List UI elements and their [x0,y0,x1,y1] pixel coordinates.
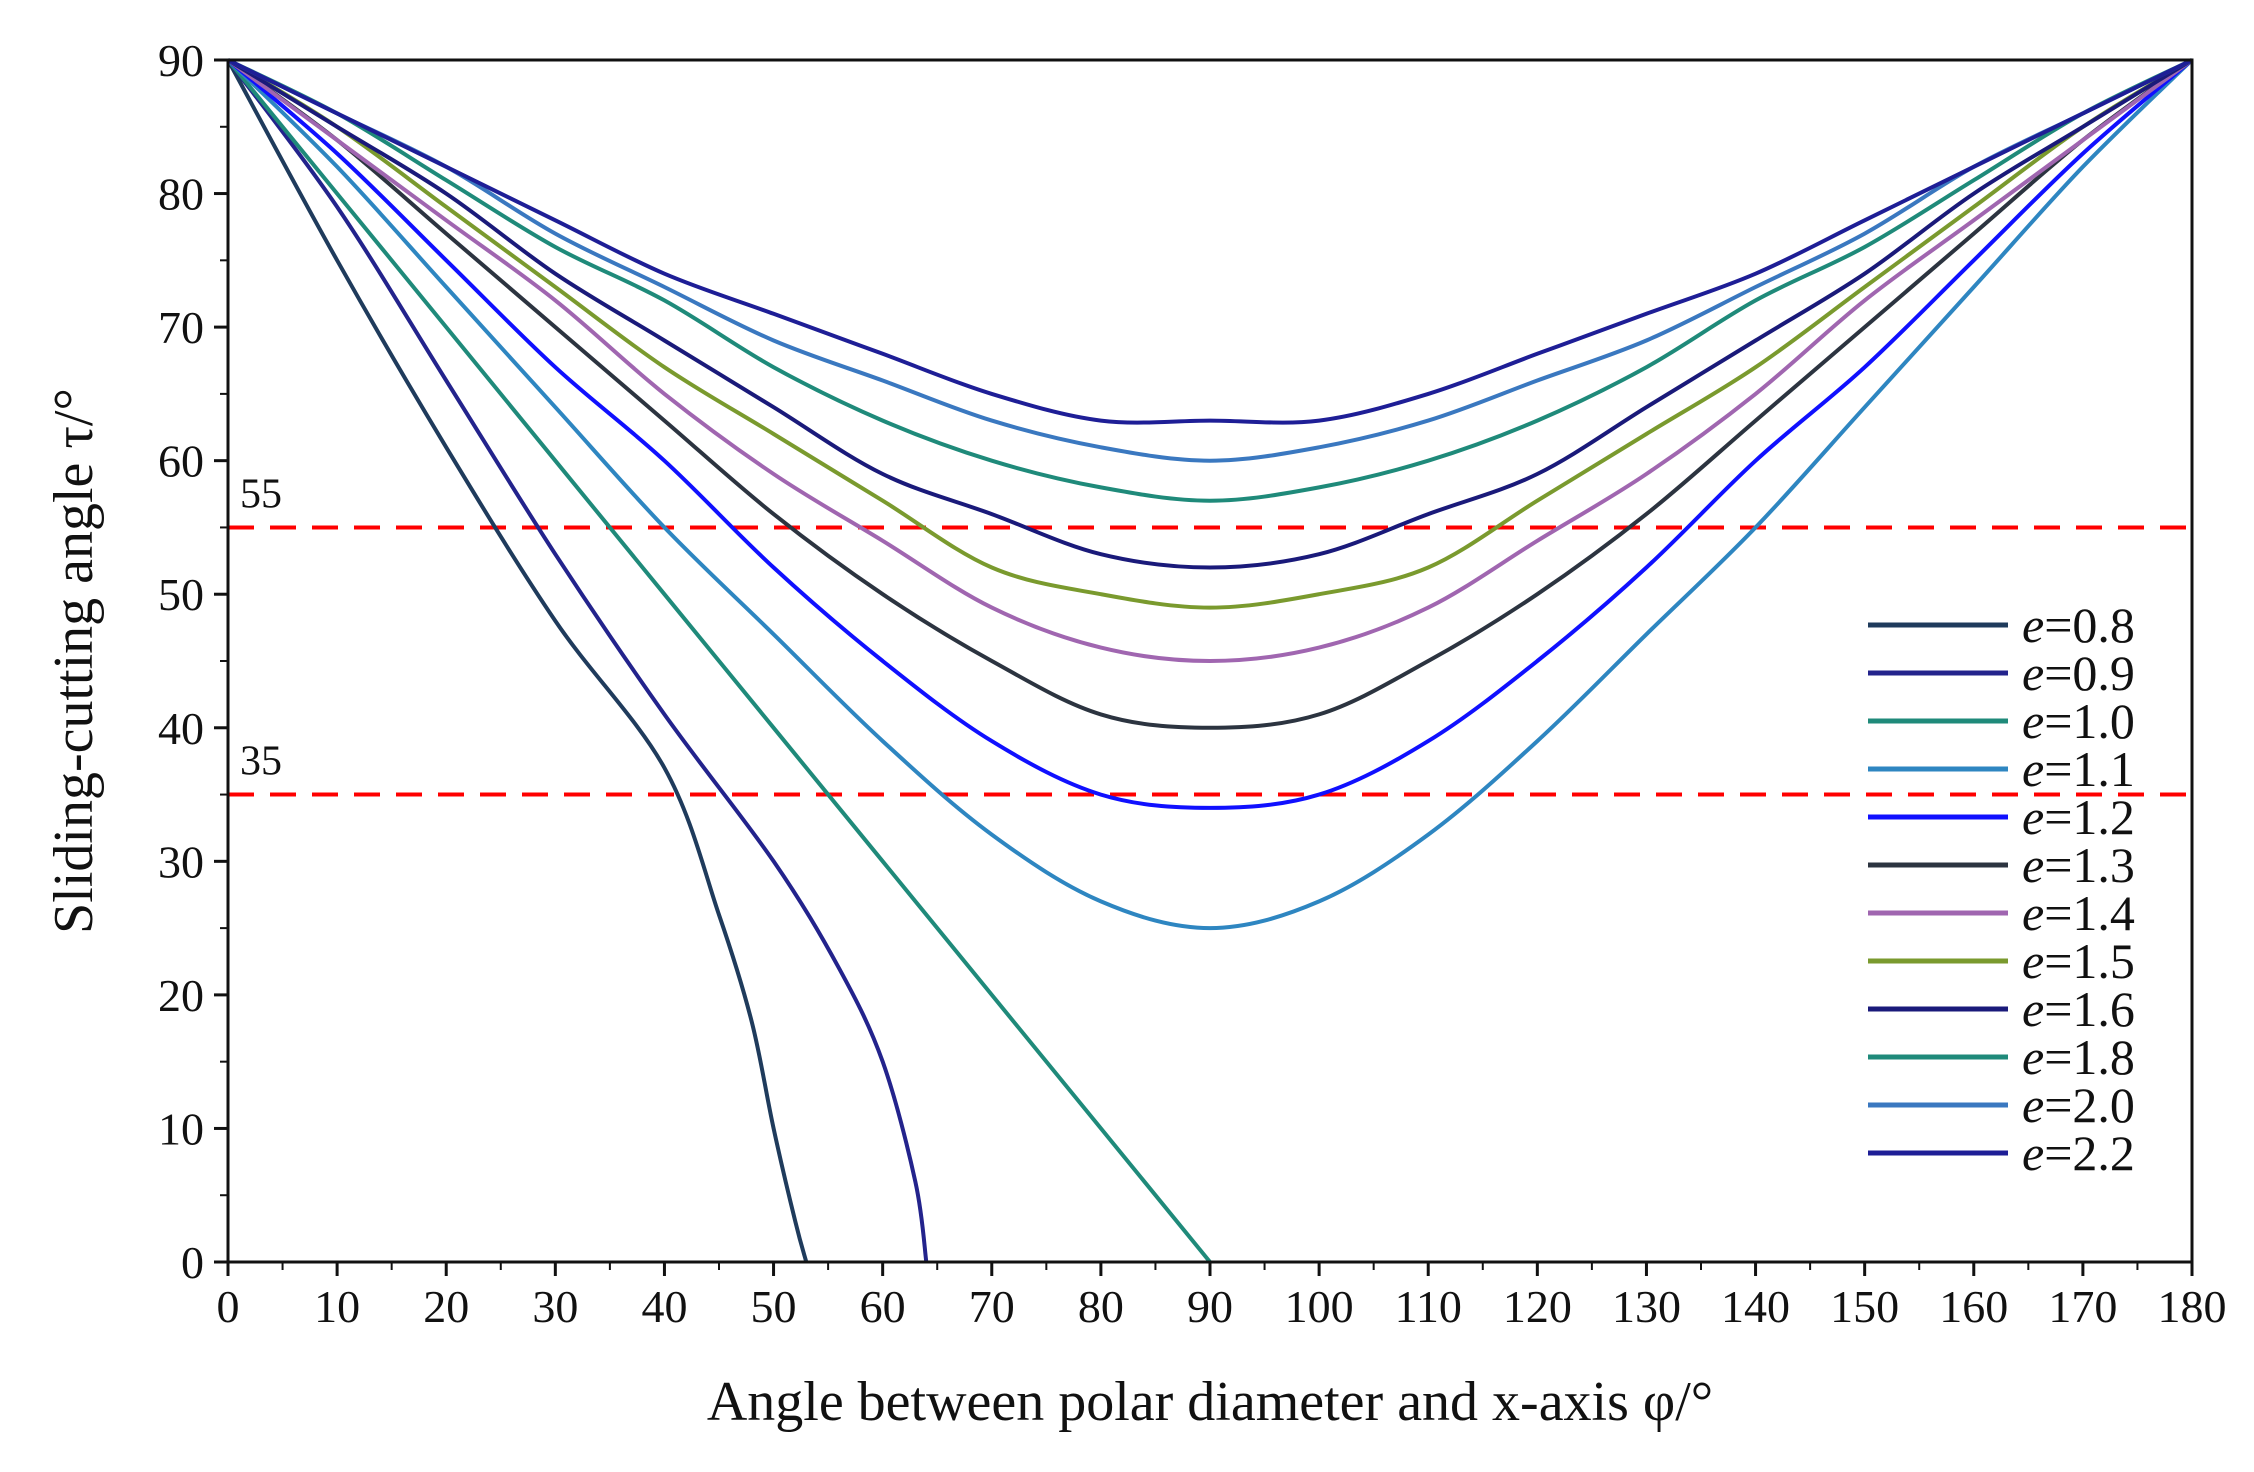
y-axis-title: Sliding-cutting angle τ/° [43,388,105,934]
y-tick-label: 30 [158,836,204,887]
y-tick-label: 50 [158,569,204,620]
series-line-e1.3 [226,58,2194,730]
series-line-e1.4 [226,58,2194,663]
series-line-e1.5 [226,58,2194,610]
y-tick-label: 0 [181,1237,204,1288]
legend-label: e=1.0 [2022,693,2135,749]
series-line-e0.9 [226,58,929,1263]
series-line-e1.6 [226,58,2194,570]
y-tick-label: 20 [158,970,204,1021]
tick-labels: 0 10 20 30 40 50 60 70 80 90 100 110 120 130 140 150 160… [158,35,2227,1332]
legend-label: e=0.9 [2022,645,2135,701]
series-line-e1.8 [227,58,2193,503]
legend-label: e=1.2 [2022,789,2135,845]
legend-label: e=0.8 [2022,597,2135,653]
y-tick-label: 40 [158,703,204,754]
reference-lines: 55 35 [228,471,2192,797]
legend-label: e=1.3 [2022,837,2135,893]
x-tick-label: 20 [423,1281,469,1332]
x-tick-label: 30 [532,1281,578,1332]
x-tick-label: 40 [641,1281,687,1332]
x-tick-label: 50 [751,1281,797,1332]
reference-label-35: 35 [240,739,282,785]
series-lines [226,58,2194,1264]
series-line-e2.0 [227,58,2193,463]
x-tick-label: 80 [1078,1281,1124,1332]
legend-label: e=1.4 [2022,885,2135,941]
series-line-e1.1 [226,58,2194,931]
legend-label: e=1.1 [2022,741,2135,797]
x-tick-label: 90 [1187,1281,1233,1332]
x-tick-label: 60 [860,1281,906,1332]
reference-label-55: 55 [240,471,282,517]
x-tick-label: 0 [217,1281,240,1332]
x-tick-label: 140 [1721,1281,1790,1332]
legend-label: e=2.0 [2022,1077,2135,1133]
x-axis-title: Angle between polar diameter and x-axis … [707,1371,1713,1433]
x-tick-label: 170 [2048,1281,2117,1332]
x-tick-label: 110 [1395,1281,1462,1332]
legend: e=0.8e=0.9e=1.0e=1.1e=1.2e=1.3e=1.4e=1.5… [1868,597,2135,1181]
legend-label: e=1.5 [2022,933,2135,989]
x-tick-label: 180 [2158,1281,2227,1332]
series-line-e1.2 [226,58,2194,810]
series-line-e2.2 [227,58,2193,425]
legend-label: e=2.2 [2022,1125,2135,1181]
x-tick-label: 120 [1503,1281,1572,1332]
y-tick-label: 70 [158,302,204,353]
y-tick-label: 60 [158,436,204,487]
series-line-e1.0 [226,58,1212,1264]
series-line-e0.8 [226,59,809,1263]
x-tick-label: 10 [314,1281,360,1332]
y-tick-label: 90 [158,35,204,86]
x-tick-label: 160 [1939,1281,2008,1332]
x-tick-label: 130 [1612,1281,1681,1332]
x-tick-label: 100 [1285,1281,1354,1332]
x-tick-label: 150 [1830,1281,1899,1332]
plot-frame [226,58,2194,1264]
x-tick-label: 70 [969,1281,1015,1332]
y-tick-label: 80 [158,169,204,220]
legend-label: e=1.8 [2022,1029,2135,1085]
legend-label: e=1.6 [2022,981,2135,1037]
y-tick-label: 10 [158,1103,204,1154]
